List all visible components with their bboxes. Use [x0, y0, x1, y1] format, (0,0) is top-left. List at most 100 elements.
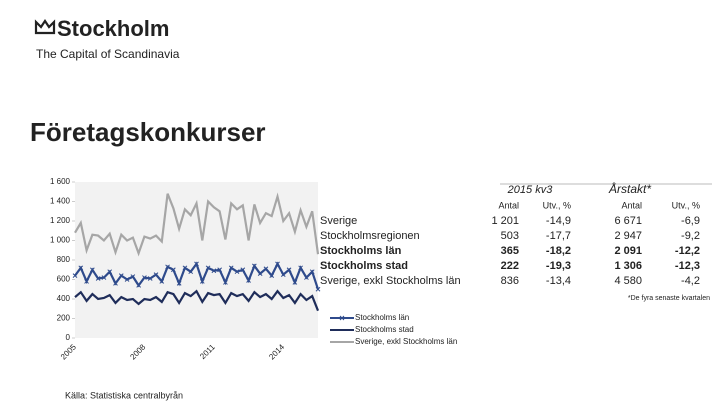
point-marker [124, 277, 130, 282]
point-marker [211, 268, 217, 274]
point-marker [315, 286, 321, 292]
table-cell: -14,9 [546, 215, 571, 227]
table-cell: -17,7 [546, 230, 571, 242]
point-marker [136, 282, 141, 288]
point-marker [194, 261, 199, 267]
point-marker [171, 267, 176, 273]
footnote: *De fyra senaste kvartalen [628, 295, 710, 302]
point-marker [269, 273, 275, 278]
point-marker [176, 281, 182, 286]
table-cell: 836 [501, 275, 519, 287]
y-tick-label: 1 000 [50, 236, 71, 245]
legend-label: Stockholms stad [355, 325, 414, 334]
table-cell: 222 [501, 260, 519, 272]
point-marker [252, 263, 257, 269]
point-marker [107, 269, 113, 275]
point-marker [263, 266, 269, 272]
table-cell: 1 201 [491, 215, 519, 227]
point-marker [142, 275, 147, 280]
table-column-header: Utv., % [672, 200, 700, 210]
point-marker [309, 269, 315, 275]
point-marker [304, 275, 309, 280]
table-cell: 2 091 [614, 245, 642, 257]
table-cell: -18,2 [546, 245, 571, 257]
y-tick-label: 200 [57, 314, 71, 323]
point-marker [90, 267, 95, 273]
point-marker [275, 261, 280, 267]
point-marker [234, 269, 240, 275]
point-marker [101, 275, 107, 280]
point-marker [246, 278, 251, 283]
point-marker [78, 265, 84, 271]
logo-name: Stockholm [57, 16, 169, 41]
point-marker [286, 267, 292, 273]
table-row-label: Stockholms län [320, 245, 402, 257]
point-marker [223, 280, 228, 285]
slide-title: Företagskonkurser [30, 117, 266, 147]
point-marker [159, 279, 165, 284]
table-row-label: Sverige [320, 215, 357, 227]
series-line [74, 289, 320, 312]
table-row-label: Stockholmsregionen [320, 230, 420, 242]
table-column-header: Antal [498, 200, 519, 210]
table-column-header: Antal [621, 200, 642, 210]
table-row-label: Stockholms stad [320, 260, 408, 272]
x-tick-label: 2005 [59, 342, 78, 361]
y-tick-label: 600 [57, 275, 71, 284]
x-tick-label: 2014 [267, 342, 286, 361]
legend-marker [339, 315, 345, 321]
table-cell: -4,2 [681, 275, 700, 287]
logo-crown [34, 19, 56, 35]
point-marker [72, 273, 78, 278]
point-marker [188, 269, 194, 275]
point-marker [147, 276, 153, 281]
table-row-label: Sverige, exkl Stockholms län [320, 275, 461, 287]
table-cell: 503 [501, 230, 519, 242]
table-cell: -12,2 [675, 245, 700, 257]
table-cell: -13,4 [546, 275, 571, 287]
point-marker [217, 267, 222, 273]
y-tick-label: 800 [57, 255, 71, 264]
table-group-header: Årstakt* [608, 181, 651, 196]
point-marker [298, 265, 303, 271]
y-tick-label: 400 [57, 294, 71, 303]
table-group-header: 2015 kv3 [507, 184, 554, 196]
point-marker [205, 265, 211, 271]
table-cell: -19,3 [546, 260, 571, 272]
y-tick-label: 1 400 [50, 197, 71, 206]
point-marker [292, 280, 298, 285]
point-marker [95, 276, 101, 281]
table-cell: 4 580 [614, 275, 642, 287]
point-marker [130, 274, 136, 279]
point-marker [280, 272, 286, 277]
point-marker [113, 281, 118, 286]
table-cell: 365 [501, 245, 519, 257]
point-marker [257, 271, 263, 277]
point-marker [153, 272, 159, 277]
logo-tagline: The Capital of Scandinavia [36, 47, 180, 61]
legend-label: Sverige, exkl Stockholms län [355, 337, 457, 346]
table-cell: 2 947 [614, 230, 642, 242]
x-tick-label: 2008 [128, 342, 147, 361]
point-marker [165, 264, 170, 270]
source: Källa: Statistiska centralbyrån [65, 390, 183, 400]
point-marker [199, 279, 205, 284]
legend-label: Stockholms län [355, 313, 409, 322]
point-marker [182, 265, 188, 271]
table-cell: -9,2 [681, 230, 700, 242]
point-marker [118, 273, 124, 278]
table-cell: 6 671 [614, 215, 642, 227]
point-marker [240, 267, 246, 273]
table-column-header: Utv., % [543, 200, 571, 210]
series-line [74, 192, 320, 257]
y-tick-label: 1 200 [50, 216, 71, 225]
x-tick-label: 2011 [198, 342, 217, 361]
table-cell: 1 306 [614, 260, 642, 272]
point-marker [228, 265, 234, 271]
table-cell: -6,9 [681, 215, 700, 227]
point-marker [84, 279, 89, 284]
table-cell: -12,3 [675, 260, 700, 272]
y-tick-label: 0 [66, 333, 71, 342]
y-tick-label: 1 600 [50, 177, 71, 186]
